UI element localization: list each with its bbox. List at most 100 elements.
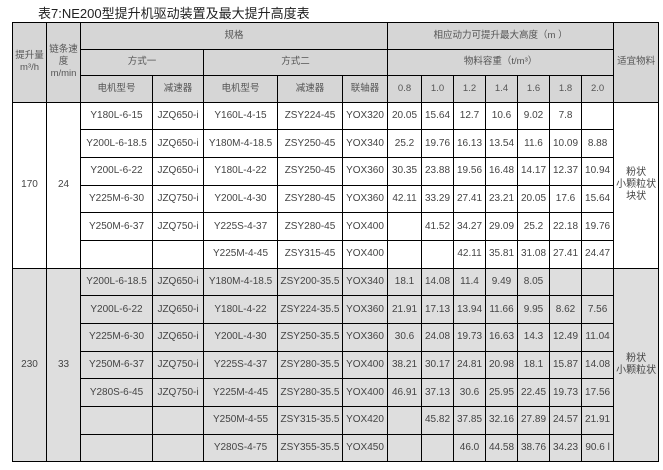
header-motor-1: 电机型号 xyxy=(80,75,153,103)
table-cell xyxy=(152,239,204,269)
table-cell: 20.05 xyxy=(387,101,423,131)
table-cell: 46.91 xyxy=(387,378,423,408)
table-row: 170 24 Y180L-6-15 JZQ650-i Y160L-4-15 ZSY224-… xyxy=(12,101,660,269)
table-cell: 12.37 xyxy=(549,156,583,186)
table-cell: 19.56 xyxy=(453,156,487,186)
table-cell: ZSY224-35.5 xyxy=(277,295,343,324)
table-cell: 30.17 xyxy=(421,350,455,380)
table-cell: 30.35 xyxy=(387,156,423,186)
table-cell: 9.02 xyxy=(517,101,551,131)
table-cell: 12.49 xyxy=(549,323,583,352)
table-cell: 24.47 xyxy=(581,239,615,269)
header-mode1: 方式一 xyxy=(80,48,204,76)
table-cell: 42.11 xyxy=(387,184,423,214)
table-cell: 15.64 xyxy=(421,101,455,131)
cell-speed: 33 xyxy=(46,267,81,463)
table-cell: Y250M-6-37 xyxy=(80,212,153,241)
table-cell: 7.8 xyxy=(549,101,583,131)
header-spec: 规格 xyxy=(79,22,389,50)
table-cell: 25.2 xyxy=(517,212,551,241)
table-cell: YOX360 xyxy=(341,184,389,214)
table-cell: 19.76 xyxy=(581,212,615,241)
header-capacity: 提升量 m³/h xyxy=(12,22,47,103)
table-cell: Y225M-6-30 xyxy=(80,323,153,352)
table-cell: Y160L-4-15 xyxy=(203,101,278,131)
table-cell: 12.7 xyxy=(453,101,487,131)
table-cell: 9.95 xyxy=(517,295,551,324)
table-cell: 10.09 xyxy=(549,129,583,158)
table-cell: 34.23 xyxy=(549,433,583,463)
cell-capacity: 230 xyxy=(12,267,47,463)
table-cell: JZQ650-i xyxy=(152,101,204,131)
table-cell xyxy=(581,267,615,297)
table-row: Y225M-4-45 ZSY315-45 YOX400 42.11 35.81 31.08… xyxy=(13,239,659,269)
table-cell: 7.56 xyxy=(581,295,615,324)
table-cell xyxy=(549,267,583,297)
table-cell: 38.21 xyxy=(387,350,423,380)
table-cell: 17.13 xyxy=(421,295,455,324)
material-item: 小颗粒状 xyxy=(616,365,657,377)
table-cell: Y200L-4-30 xyxy=(203,184,278,214)
table-cell: ZSY315-35.5 xyxy=(277,406,343,435)
table-cell: 33.29 xyxy=(421,184,455,214)
table-cell: 11.4 xyxy=(453,267,487,297)
table-cell: Y250M-4-55 xyxy=(203,406,278,435)
table-cell: YOX400 xyxy=(341,350,389,380)
table-cell: ZSY250-35.5 xyxy=(277,323,343,352)
table-cell: JZQ650-i xyxy=(152,156,204,186)
table-cell: 44.58 xyxy=(485,433,519,463)
header-density-1.4: 1.4 xyxy=(485,75,519,103)
table-cell: ZSY280-35.5 xyxy=(277,350,343,380)
table-cell: ZSY315-45 xyxy=(277,239,343,269)
table-cell: 19.73 xyxy=(453,323,487,352)
table-cell: 14.08 xyxy=(581,350,615,380)
table-cell: 15.87 xyxy=(549,350,583,380)
table-cell: Y180L-4-22 xyxy=(203,156,278,186)
table-cell: 14.08 xyxy=(421,267,455,297)
table-cell: 21.91 xyxy=(581,406,615,435)
table-cell: 15.64 xyxy=(581,184,615,214)
table-cell: YOX360 xyxy=(341,295,389,324)
table-cell: 11.04 xyxy=(581,323,615,352)
table-cell: 37.85 xyxy=(453,406,487,435)
table-cell: 14.17 xyxy=(517,156,551,186)
header-motor-2: 电机型号 xyxy=(203,75,278,103)
table-cell: 90.6 l xyxy=(581,433,615,463)
table-cell xyxy=(421,433,455,463)
header-density-2.0: 2.0 xyxy=(581,75,615,103)
header-density-1.8: 1.8 xyxy=(549,75,583,103)
header-material: 适宜物料 xyxy=(613,22,660,103)
table-cell: 20.98 xyxy=(485,350,519,380)
table-cell: 13.94 xyxy=(453,295,487,324)
table-cell: Y180M-4-18.5 xyxy=(203,129,278,158)
table-row: Y250M-4-55 ZSY315-35.5 YOX420 45.82 37.85 32.… xyxy=(13,406,659,435)
table-cell: 19.73 xyxy=(549,378,583,408)
table-cell xyxy=(421,239,455,269)
table-cell: 30.6 xyxy=(453,378,487,408)
table-row: Y200L-6-22 JZQ650-i Y180L-4-22 ZSY224-35.5 Y… xyxy=(13,295,659,324)
table-cell: Y225M-6-30 xyxy=(80,184,153,214)
table-cell xyxy=(80,406,153,435)
table-cell: 24.57 xyxy=(549,406,583,435)
table-cell: 46.0 xyxy=(453,433,487,463)
material-item: 小颗粒状 xyxy=(616,179,657,191)
table-cell: 22.18 xyxy=(549,212,583,241)
table-cell: ZSY280-45 xyxy=(277,212,343,241)
table-cell: 25.95 xyxy=(485,378,519,408)
table-cell: 10.94 xyxy=(581,156,615,186)
table-cell: JZQ750-i xyxy=(152,350,204,380)
table-cell: 19.76 xyxy=(421,129,455,158)
table-cell: YOX340 xyxy=(341,129,389,158)
table-row: Y250M-6-37 JZQ750-i Y225S-4-37 ZSY280-35.5 Y… xyxy=(13,350,659,380)
header-reducer-1: 减速器 xyxy=(152,75,204,103)
table-cell xyxy=(387,212,423,241)
table-cell: 8.05 xyxy=(517,267,551,297)
table-cell: JZQ750-i xyxy=(152,212,204,241)
table-cell: 21.91 xyxy=(387,295,423,324)
table-row: Y200L-6-18.5 JZQ650-i Y180M-4-18.5 ZSY250-4… xyxy=(13,129,659,158)
table-cell: Y200L-6-18.5 xyxy=(80,129,153,158)
table-row: Y225M-6-30 JZQ750-i Y200L-4-30 ZSY280-45 YOX… xyxy=(13,184,659,214)
header-density: 物料容重（t/m³） xyxy=(387,48,615,76)
table-title: 表7:NE200型提升机驱动装置及最大提升高度表 xyxy=(38,6,310,21)
table-cell: 23.88 xyxy=(421,156,455,186)
